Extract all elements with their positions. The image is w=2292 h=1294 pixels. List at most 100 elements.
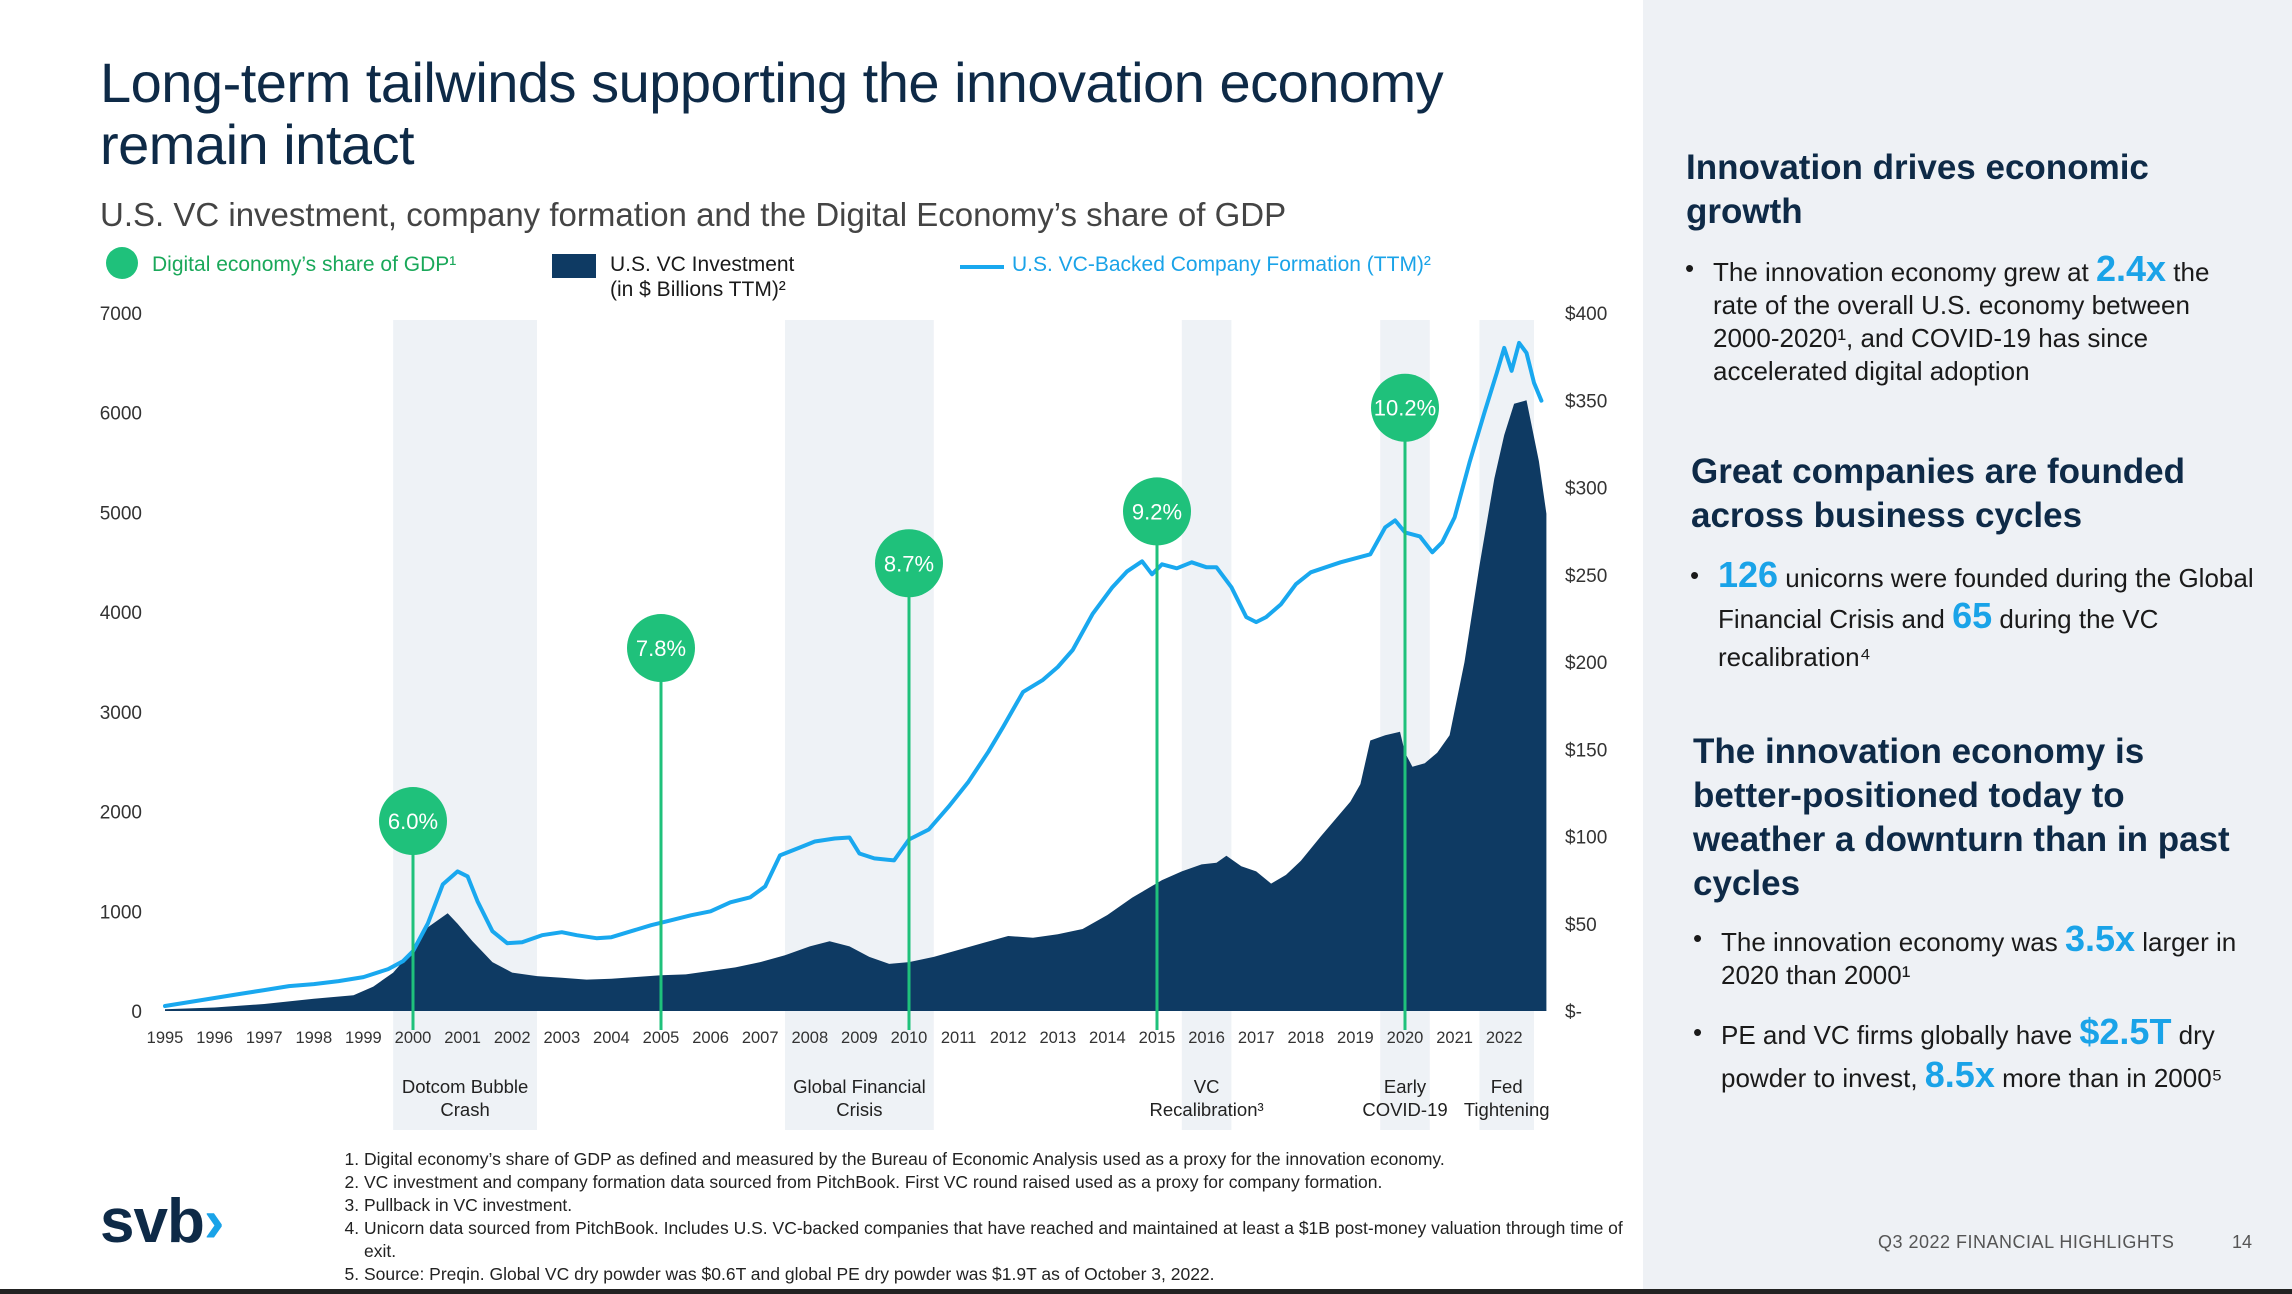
x-axis-tick-2007: 2007 <box>742 1029 779 1047</box>
right-axis-tick-6: $300 <box>1565 479 1607 500</box>
bullet-text: dry powder to invest, <box>1721 1020 2215 1093</box>
footnote-4: Unicorn data sourced from PitchBook. Inc… <box>364 1217 1642 1263</box>
left-axis-tick-4000: 4000 <box>100 603 142 624</box>
right-axis-tick-3: $150 <box>1565 740 1607 761</box>
bullet-text: unicorns were founded during the Global … <box>1718 563 2254 634</box>
navy-square-icon <box>552 254 596 278</box>
sidebar-bullet-3: • The innovation economy was 3.5x larger… <box>1693 921 2241 992</box>
left-axis-tick-5000: 5000 <box>100 503 142 524</box>
gdp-marker-circle-2020 <box>1371 373 1439 442</box>
x-axis-tick-2012: 2012 <box>990 1029 1027 1047</box>
x-axis-tick-2002: 2002 <box>494 1029 531 1047</box>
legend-vc-line2: (in $ Billions TTM)² <box>610 278 786 301</box>
x-axis-tick-2003: 2003 <box>543 1029 580 1047</box>
x-axis-tick-1996: 1996 <box>196 1029 233 1047</box>
bullet-icon: • <box>1693 923 1703 953</box>
x-axis-tick-2005: 2005 <box>643 1029 680 1047</box>
footer-label: Q3 2022 FINANCIAL HIGHLIGHTS <box>1878 1232 2175 1252</box>
right-axis-tick-8: $400 <box>1565 304 1607 325</box>
x-axis-tick-2008: 2008 <box>791 1029 828 1047</box>
footnote-2: VC investment and company formation data… <box>364 1171 1642 1194</box>
left-axis-tick-7000: 7000 <box>100 304 142 325</box>
period-label-1-1: Crisis <box>836 1099 882 1120</box>
sidebar-bullet-2: • 126 unicorns were founded during the G… <box>1690 554 2258 676</box>
highlight-value: 65 <box>1952 595 1993 636</box>
bullet-text: PE and VC firms globally have <box>1721 1020 2080 1050</box>
legend-vc-line1: U.S. VC Investment <box>610 253 795 276</box>
legend-vc-label: U.S. VC Investment (in $ Billions TTM)² <box>610 252 794 302</box>
footnotes: Digital economy’s share of GDP as define… <box>342 1148 1642 1286</box>
highlight-value: 126 <box>1718 554 1779 595</box>
left-axis-tick-0: 0 <box>131 1002 142 1023</box>
x-axis-tick-2020: 2020 <box>1387 1029 1424 1047</box>
period-label-4-1: Tightening <box>1464 1099 1550 1120</box>
bullet-icon: • <box>1693 1017 1703 1047</box>
right-axis-tick-7: $350 <box>1565 391 1607 412</box>
left-axis-tick-1000: 1000 <box>100 902 142 923</box>
x-axis-tick-2019: 2019 <box>1337 1029 1374 1047</box>
right-axis-tick-5: $250 <box>1565 566 1607 587</box>
x-axis-tick-2013: 2013 <box>1039 1029 1076 1047</box>
x-axis-tick-2010: 2010 <box>891 1029 928 1047</box>
x-axis-tick-2022: 2022 <box>1486 1029 1523 1047</box>
x-axis-tick-2004: 2004 <box>593 1029 630 1047</box>
svb-logo: svb› <box>100 1186 224 1257</box>
logo-text: svb <box>100 1187 205 1256</box>
right-axis-tick-0: $- <box>1565 1002 1582 1023</box>
bullet-text: larger in 2020 than 2000¹ <box>1721 927 2237 990</box>
sidebar-bullet-1: • The innovation economy grew at 2.4x th… <box>1685 251 2253 388</box>
bottom-border <box>0 1289 2292 1294</box>
right-axis-tick-4: $200 <box>1565 653 1607 674</box>
chevron-right-icon: › <box>203 1187 225 1256</box>
bullet-text: the rate of the overall U.S. economy bet… <box>1713 257 2210 386</box>
left-axis-tick-2000: 2000 <box>100 803 142 824</box>
period-label-2-0: VC <box>1194 1076 1220 1097</box>
gdp-marker-label-2000: 6.0% <box>388 809 438 834</box>
gdp-marker-label-2005: 7.8% <box>636 636 686 661</box>
bullet-text: more than in 2000⁵ <box>1994 1063 2223 1093</box>
x-axis-tick-2021: 2021 <box>1436 1029 1473 1047</box>
x-axis-tick-2001: 2001 <box>444 1029 481 1047</box>
chart: 6.0% 7.8% 8.7% 9.2% 10.2% 0 1000 2000 3000 4000 5… <box>100 304 1607 1130</box>
footnote-1: Digital economy’s share of GDP as define… <box>364 1148 1642 1171</box>
x-axis-tick-2014: 2014 <box>1089 1029 1126 1047</box>
x-axis-tick-2009: 2009 <box>841 1029 878 1047</box>
gdp-marker-circle-2005 <box>627 614 695 683</box>
period-label-2-1: Recalibration³ <box>1150 1099 1264 1120</box>
left-axis-tick-3000: 3000 <box>100 703 142 724</box>
bullet-icon: • <box>1690 560 1700 590</box>
bullet-text: The innovation economy was <box>1721 927 2065 957</box>
footnote-3: Pullback in VC investment. <box>364 1194 1642 1217</box>
legend-gdp-label: Digital economy’s share of GDP¹ <box>152 253 457 276</box>
gdp-share-markers: 6.0% 7.8% 8.7% 9.2% 10.2% <box>379 373 1439 1030</box>
company-formation-line-path <box>163 340 1544 1008</box>
period-label-3-1: COVID-19 <box>1362 1099 1447 1120</box>
chart-subtitle: U.S. VC investment, company formation an… <box>100 196 1287 233</box>
green-circle-icon <box>106 247 138 279</box>
highlight-value: 3.5x <box>2064 918 2136 959</box>
period-label-4-0: Fed <box>1491 1076 1523 1097</box>
bullet-text: during the VC recalibration⁴ <box>1718 604 2159 672</box>
sidebar-heading-2: Great companies are founded across busin… <box>1691 452 2186 535</box>
page-number: 14 <box>2232 1232 2253 1252</box>
gdp-marker-circle-2000 <box>379 787 447 856</box>
x-axis-tick-2011: 2011 <box>941 1029 976 1047</box>
sidebar-bullet-4: • PE and VC firms globally have $2.5T dr… <box>1693 1012 2241 1098</box>
footnote-5: Source: Preqin. Global VC dry powder was… <box>364 1263 1642 1286</box>
gdp-marker-label-2010: 8.7% <box>884 551 934 576</box>
x-axis-tick-1999: 1999 <box>345 1029 382 1047</box>
sidebar-heading-3: The innovation economy is better-positio… <box>1693 732 2230 903</box>
page-title: Long-term tailwinds supporting the innov… <box>100 51 1444 176</box>
bullet-text: The innovation economy grew at <box>1713 257 2096 287</box>
x-axis-tick-1998: 1998 <box>295 1029 332 1047</box>
highlight-value: 8.5x <box>1924 1054 1995 1095</box>
company-formation-line <box>163 340 1544 1008</box>
x-axis-tick-2015: 2015 <box>1139 1029 1176 1047</box>
vc-investment-area-path <box>165 400 1547 1011</box>
vc-investment-area <box>165 400 1547 1011</box>
x-axis-tick-2000: 2000 <box>395 1029 432 1047</box>
x-axis-tick-1997: 1997 <box>246 1029 283 1047</box>
x-axis-tick-2017: 2017 <box>1238 1029 1275 1047</box>
legend-formation-label: U.S. VC-Backed Company Formation (TTM)² <box>1012 253 1431 276</box>
